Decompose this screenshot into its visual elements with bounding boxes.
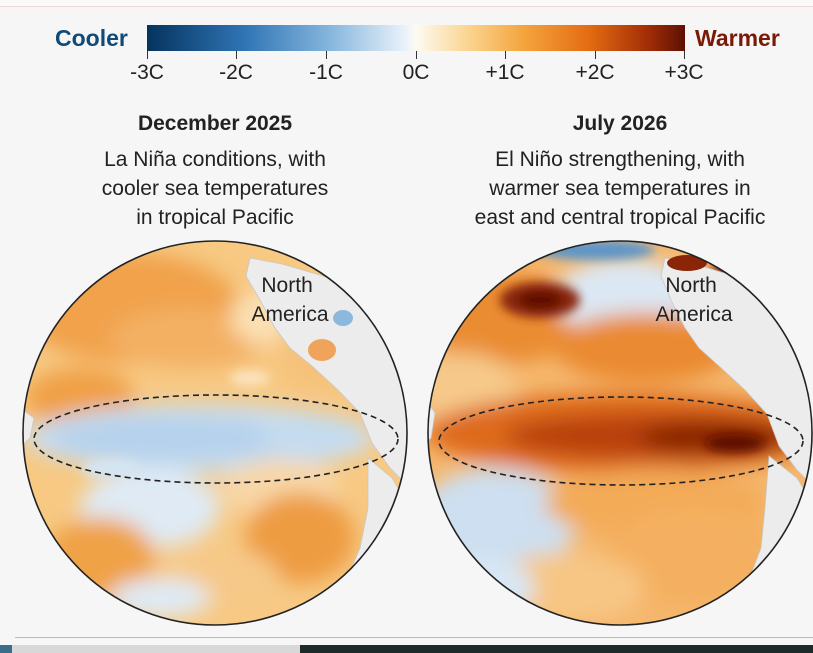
- left-panel-caption: La Niña conditions, with cooler sea temp…: [15, 145, 415, 232]
- caption-line: warmer sea temperatures in: [489, 177, 751, 200]
- scale-tick-label: +1C: [485, 61, 525, 84]
- north-america-label: North America: [251, 274, 328, 326]
- scale-tick: [147, 51, 148, 59]
- place-label-line: America: [251, 303, 328, 326]
- legend-warmer-label: Warmer: [695, 25, 780, 51]
- scale-tick-label: +3C: [664, 61, 704, 84]
- scale-tick-label: +2C: [575, 61, 615, 84]
- place-label-line: America: [655, 303, 732, 326]
- page-bottom-strip: [0, 645, 813, 653]
- july-2026-globe-map: North America: [427, 240, 813, 626]
- strip-marker: [0, 645, 12, 653]
- north-america-label: North America: [655, 274, 732, 326]
- scale-tick-label: 0C: [402, 61, 430, 84]
- caption-line: cooler sea temperatures: [101, 177, 329, 200]
- top-edge: [0, 0, 813, 7]
- scale-tick-label: -3C: [130, 61, 164, 84]
- scale-tick: [326, 51, 327, 59]
- scale-tick-label: -1C: [309, 61, 343, 84]
- caption-line: El Niño strengthening, with: [495, 148, 745, 171]
- temperature-colour-scale: [147, 25, 685, 51]
- caption-line: in tropical Pacific: [136, 206, 294, 229]
- scale-tick: [505, 51, 506, 59]
- scale-tick-label: -2C: [219, 61, 253, 84]
- right-panel-caption: El Niño strengthening, with warmer sea t…: [420, 145, 813, 232]
- scale-tick: [236, 51, 237, 59]
- left-panel-date: December 2025: [137, 112, 293, 135]
- scale-tick: [595, 51, 596, 59]
- caption-line: east and central tropical Pacific: [474, 206, 766, 229]
- right-panel-date: July 2026: [572, 112, 668, 135]
- december-2025-globe-map: North America: [22, 240, 408, 626]
- caption-line: La Niña conditions, with: [104, 148, 326, 171]
- scale-tick: [416, 51, 417, 59]
- strip-dark-section: [300, 645, 813, 653]
- place-label-line: North: [261, 274, 312, 297]
- scale-tick: [684, 51, 685, 59]
- place-label-line: North: [665, 274, 716, 297]
- legend-cooler-label: Cooler: [55, 25, 128, 51]
- divider: [15, 637, 813, 638]
